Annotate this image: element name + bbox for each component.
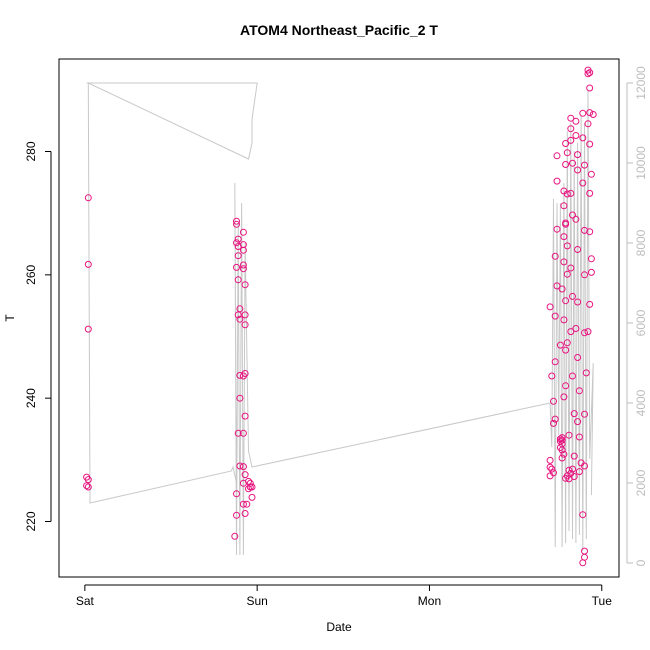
data-point [547,304,553,310]
data-point [554,153,560,159]
data-point [561,317,567,323]
y2-tick-label: 0 [634,559,648,566]
data-point [583,370,589,376]
data-point [85,261,91,267]
y-tick-label: 260 [24,265,38,285]
y2-tick-label: 10000 [634,146,648,180]
data-point [582,548,588,554]
data-point [575,299,581,305]
y2-tick-label: 2000 [634,469,648,496]
y2-tick-label: 8000 [634,229,648,256]
x-tick-label: Sun [246,594,267,608]
data-point [547,457,553,463]
y2-tick-label: 6000 [634,309,648,336]
y-tick-label: 220 [24,511,38,531]
line-series [87,83,594,555]
x-tick-label: Tue [592,594,613,608]
y-tick-label: 280 [24,141,38,161]
data-point [580,110,586,116]
data-point [249,494,255,500]
data-point [552,359,558,365]
y-axis-title: T [3,314,17,322]
y2-axis: 0 2000 4000 6000 8000 10000 12000 [627,66,648,566]
data-point [573,118,579,124]
data-point [590,112,596,118]
y2-tick-label: 12000 [634,66,648,100]
data-point [573,133,579,139]
scatter-points [84,67,597,566]
data-point [564,271,570,277]
data-point [563,383,569,389]
data-point [576,388,582,394]
x-axis: Sat Sun Mon Tue [76,585,612,608]
data-point [568,265,574,271]
data-point [582,272,588,278]
y-tick-label: 240 [24,388,38,408]
data-point [587,85,593,91]
data-point [588,256,594,262]
x-axis-title: Date [326,620,352,634]
chart-title: ATOM4 Northeast_Pacific_2 T [240,22,438,38]
data-point [588,171,594,177]
data-point [580,560,586,566]
y-axis: 220 240 260 280 [24,141,51,531]
y2-tick-label: 4000 [634,389,648,416]
line-series-path [87,83,594,555]
x-tick-label: Sat [76,594,95,608]
data-point [570,373,576,379]
data-point [554,178,560,184]
data-point [85,326,91,332]
x-tick-label: Mon [418,594,441,608]
plot-frame [59,59,619,577]
